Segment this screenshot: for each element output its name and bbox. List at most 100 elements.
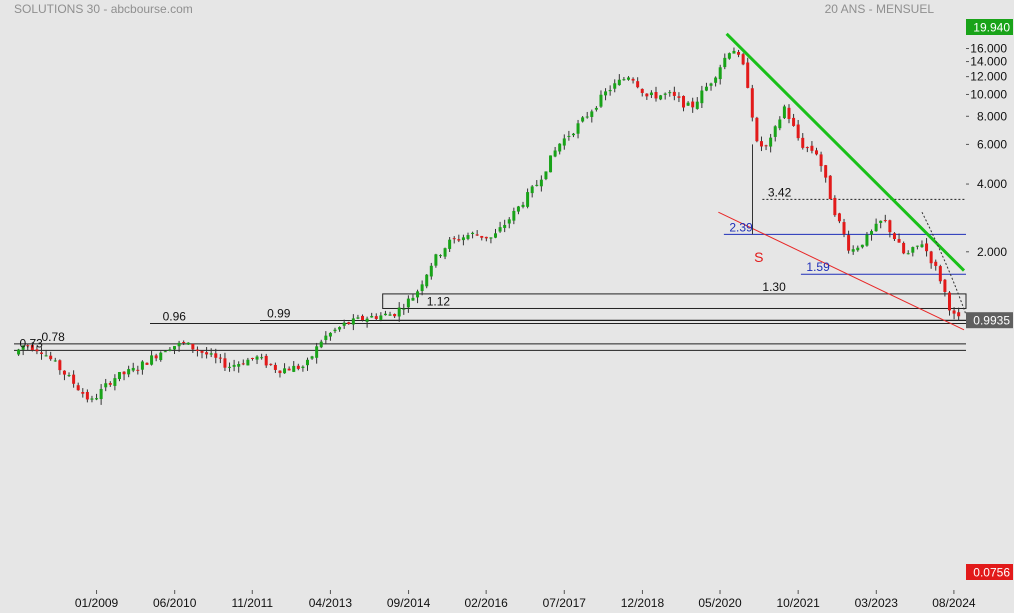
y-tick-label: 6.000 [977, 137, 1007, 151]
candle-up [695, 101, 699, 109]
price-badge-label: 0.0756 [973, 566, 1010, 580]
candle-down [801, 137, 805, 148]
candle-down [759, 141, 763, 147]
candle-down [347, 322, 351, 325]
candle-up [305, 359, 309, 366]
candle-down [122, 371, 126, 375]
candle-up [260, 357, 264, 359]
price-badge-label: 19.940 [973, 21, 1010, 35]
candle-up [911, 247, 915, 253]
candles [17, 47, 961, 405]
candle-down [934, 261, 938, 266]
level-label: 1.59 [806, 260, 830, 274]
candle-up [526, 192, 530, 207]
candle-up [104, 383, 108, 388]
candle-up [585, 116, 589, 118]
candle-down [273, 364, 277, 370]
candle-up [283, 368, 287, 374]
candle-up [544, 171, 548, 180]
level-label: 0.96 [163, 310, 187, 324]
candle-down [741, 54, 745, 65]
candle-up [425, 274, 429, 287]
x-tick-label: 11/2011 [231, 596, 273, 610]
y-tick-label: 14.000 [970, 55, 1007, 69]
candle-up [920, 244, 924, 248]
candle-down [457, 239, 461, 241]
candle-up [301, 366, 305, 368]
candle-down [750, 88, 754, 118]
y-tick-label: 16.000 [970, 42, 1007, 56]
candle-up [173, 346, 177, 350]
trend-lines [718, 32, 967, 331]
candle-up [704, 86, 708, 91]
candle-up [438, 255, 442, 257]
support-line [718, 211, 965, 331]
candle-up [604, 91, 608, 96]
candle-down [842, 222, 846, 235]
candle-up [140, 361, 144, 370]
candle-down [888, 220, 892, 233]
candle-down [682, 95, 686, 108]
candle-up [626, 77, 630, 80]
candle-down [154, 355, 158, 359]
candle-down [925, 243, 929, 252]
candle-up [732, 50, 736, 54]
candle-up [709, 83, 713, 86]
x-tick-label: 02/2016 [464, 596, 508, 610]
candle-up [131, 367, 135, 371]
candle-down [957, 312, 961, 317]
candle-up [99, 388, 103, 400]
chart-period: 20 ANS - MENSUEL [824, 2, 934, 16]
candle-down [480, 235, 484, 238]
price-badge [966, 312, 1013, 329]
candle-down [223, 358, 227, 368]
candle-down [897, 238, 901, 243]
level-labels: 0.730.78 0.96 0.99 1.12 1.30 3.42 2.39 1.59 S [20, 185, 831, 350]
candle-down [108, 383, 112, 385]
level-label: 2.39 [729, 220, 753, 234]
candle-up [521, 204, 525, 207]
candle-up [416, 291, 420, 298]
x-tick-label: 03/2023 [855, 596, 899, 610]
candle-up [411, 297, 415, 301]
candle-down [30, 345, 34, 351]
candle-down [654, 92, 658, 99]
candle-down [833, 197, 837, 216]
candle-down [645, 93, 649, 97]
candle-up [351, 318, 355, 325]
y-tick-label: 12.000 [970, 70, 1007, 84]
x-tick-label: 12/2018 [621, 596, 665, 610]
candle-up [209, 353, 213, 355]
candle-down [250, 357, 254, 359]
candle-up [324, 335, 328, 341]
candle-up [516, 206, 520, 212]
candle-up [649, 92, 653, 96]
candle-up [53, 360, 57, 362]
candle-up [503, 224, 507, 228]
candle-up [512, 210, 516, 221]
candle-down [76, 385, 80, 391]
candle-down [269, 363, 273, 365]
x-tick-label: 08/2024 [932, 596, 976, 610]
candle-up [168, 349, 172, 351]
candle-up [571, 133, 575, 136]
candle-up [769, 137, 773, 147]
y-tick-label: 2.000 [977, 245, 1007, 259]
x-tick-label: 07/2017 [543, 596, 587, 610]
candle-down [85, 391, 89, 400]
chart-title: SOLUTIONS 30 - abcbourse.com [14, 2, 193, 16]
candle-down [287, 368, 291, 371]
x-tick-label: 06/2010 [153, 596, 197, 610]
y-tick-label: 8.000 [977, 109, 1007, 123]
candle-down [205, 352, 209, 355]
level-label: 0.99 [267, 307, 291, 321]
candle-up [328, 332, 332, 337]
level-label: 0.73 [20, 336, 44, 350]
candle-down [452, 238, 456, 240]
level-label: 3.42 [768, 185, 792, 199]
candle-down [902, 242, 906, 254]
candle-up [90, 398, 94, 400]
candle-up [406, 298, 410, 308]
